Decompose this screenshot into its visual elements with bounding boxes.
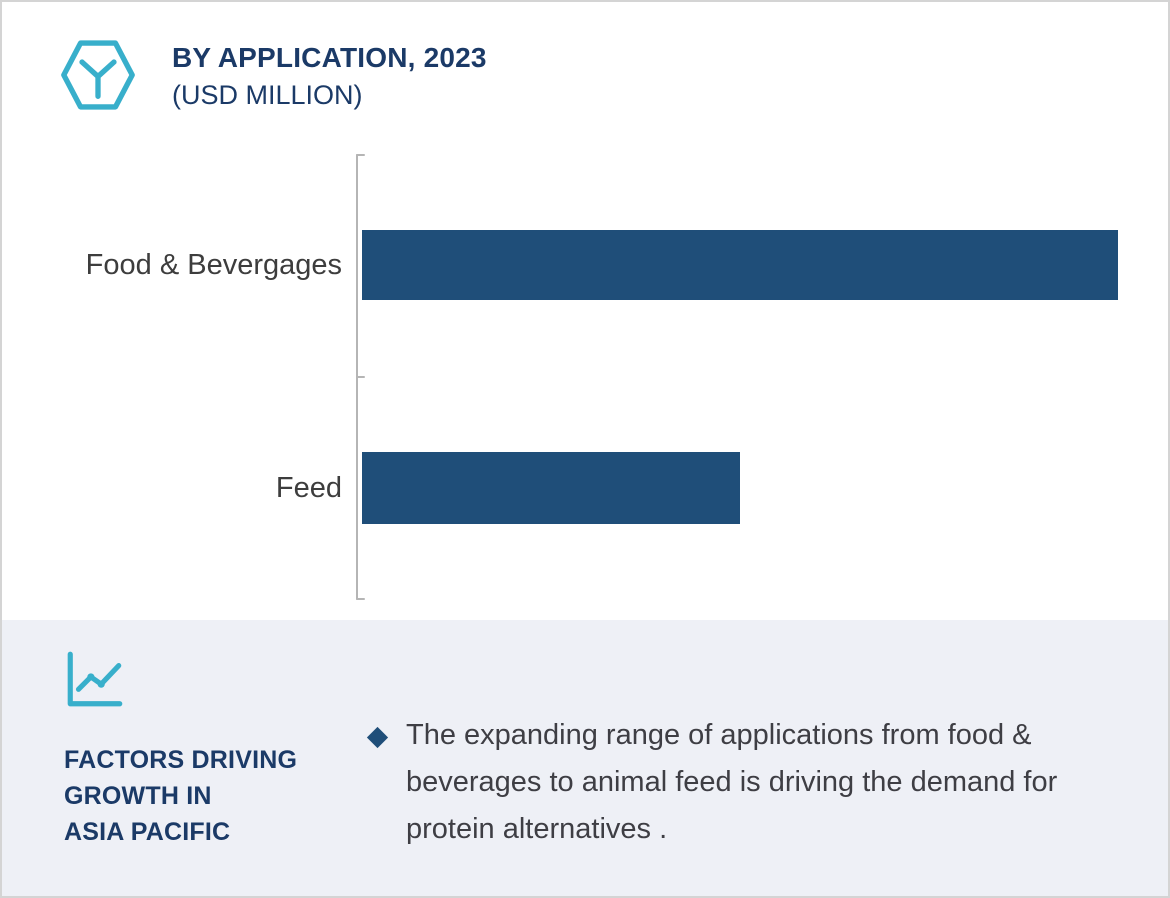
bar-feed xyxy=(362,452,740,524)
bar-chart: Food & Bevergages Feed xyxy=(2,152,1168,602)
factors-heading: FACTORS DRIVING GROWTH IN ASIA PACIFIC xyxy=(64,742,344,850)
chart-header: BY APPLICATION, 2023 (USD MILLION) xyxy=(2,2,1168,152)
factor-bullet-item: The expanding range of applications from… xyxy=(366,712,1128,853)
axis-tick xyxy=(356,598,365,600)
factors-panel: FACTORS DRIVING GROWTH IN ASIA PACIFIC T… xyxy=(2,620,1168,896)
chart-title: BY APPLICATION, 2023 xyxy=(172,42,487,73)
diamond-bullet-icon xyxy=(366,726,389,749)
factors-heading-line: FACTORS DRIVING xyxy=(64,746,298,774)
factors-heading-line: GROWTH IN xyxy=(64,782,212,810)
axis-tick xyxy=(356,376,365,378)
bar-food-beverages xyxy=(362,230,1118,300)
category-label-food-beverages: Food & Bevergages xyxy=(85,248,342,281)
line-chart-trend-icon xyxy=(62,646,128,712)
chart-subtitle: (USD MILLION) xyxy=(172,80,363,110)
chart-title-block: BY APPLICATION, 2023 (USD MILLION) xyxy=(172,42,487,111)
factor-bullet-text: The expanding range of applications from… xyxy=(406,719,1058,845)
bar-track xyxy=(362,452,1118,524)
factors-heading-line: ASIA PACIFIC xyxy=(64,818,231,846)
y-axis-line xyxy=(356,154,365,600)
bar-track xyxy=(362,230,1118,300)
hexagon-y-icon xyxy=(60,36,136,114)
axis-tick xyxy=(356,154,365,156)
category-label-feed: Feed xyxy=(275,471,342,504)
